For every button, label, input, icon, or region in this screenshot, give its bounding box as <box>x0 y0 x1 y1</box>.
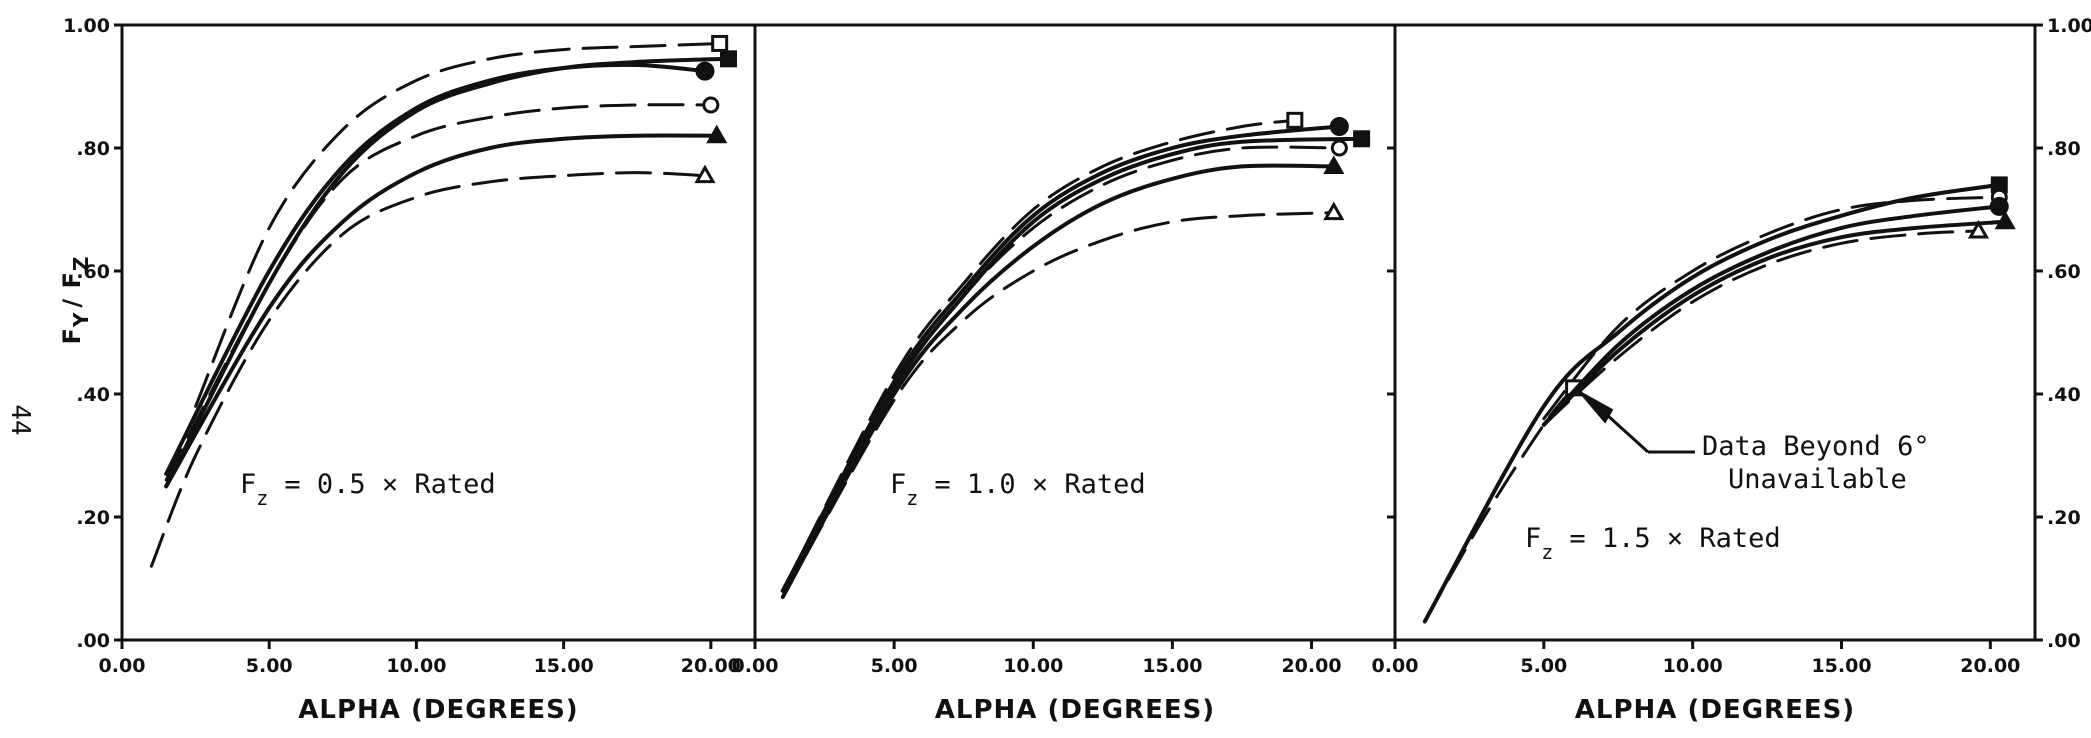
x-tick-label: 20.00 <box>1960 655 2020 677</box>
panel-label-sub: z <box>256 486 268 510</box>
x-tick-label: 10.00 <box>1003 655 1063 677</box>
marker-square-open <box>711 34 729 52</box>
marker-square-open <box>1286 111 1304 129</box>
x-axis-title: ALPHA (DEGREES) <box>1575 695 1855 725</box>
x-tick-label: 15.00 <box>534 655 594 677</box>
marker-triangle-filled <box>1323 155 1345 174</box>
y-axis-title-sub-y: Y <box>69 312 93 328</box>
marker-circle-filled <box>1329 116 1349 136</box>
series-line-circle-filled <box>1541 204 2002 427</box>
panel-label-rest: = 0.5 × Rated <box>284 469 495 500</box>
x-tick-label: 0.00 <box>732 655 779 677</box>
y-tick-label: 1.00 <box>2047 15 2091 37</box>
chart-panel-2: 0.00 5.00 10.00 15.00 20.00 ALPHA (DEGREES) Fz… <box>732 23 1397 725</box>
series-line-triangle-filled <box>780 163 1336 599</box>
marker-triangle-filled <box>1994 210 2016 230</box>
series-line-triangle-filled <box>1541 219 2008 427</box>
series-line-triangle-open <box>149 171 707 568</box>
y-tick-label: .40 <box>76 384 110 406</box>
x-tick-label: 10.00 <box>386 655 446 677</box>
x-tick-label: 5.00 <box>246 655 293 677</box>
panel-label: Fz = 1.5 × Rated <box>1525 523 1781 564</box>
y-tick-label: 1.00 <box>63 15 110 37</box>
x-tick-label: 5.00 <box>871 655 918 677</box>
y-tick-label: .20 <box>76 507 110 529</box>
y-tick-label: .00 <box>2047 630 2081 652</box>
series-line-square-open <box>194 42 722 408</box>
panel-label-sub: z <box>1541 540 1553 564</box>
series-line-square-filled <box>1422 182 2002 624</box>
panel-label-main: F <box>240 469 256 500</box>
panel-label-main: F <box>890 469 906 500</box>
x-tick-label: 20.00 <box>681 655 741 677</box>
marker-circle-filled <box>1989 196 2009 216</box>
marker-triangle-filled <box>706 124 728 144</box>
plot-frame <box>120 23 757 642</box>
panel-label-sub: z <box>906 486 918 510</box>
panel-label-rest: = 1.5 × Rated <box>1569 523 1780 554</box>
marker-square-filled <box>720 50 738 68</box>
marker-triangle-open <box>1323 201 1345 221</box>
y-tick-label: .80 <box>76 138 110 160</box>
series-line-square-open <box>1423 386 1576 623</box>
plot-frame <box>1393 23 2037 642</box>
x-tick-label: 10.00 <box>1663 655 1723 677</box>
y-tick-label: .60 <box>2047 261 2081 283</box>
y-tick-label: .60 <box>76 261 110 283</box>
marker-circle-open <box>1330 139 1348 157</box>
x-axis-title: ALPHA (DEGREES) <box>935 695 1215 725</box>
marker-circle-filled <box>695 61 715 81</box>
marker-square-filled <box>1353 130 1371 148</box>
series-line-square-filled <box>780 136 1364 593</box>
series-line-triangle-open <box>1542 229 1980 427</box>
series-line-triangle-open <box>781 211 1336 599</box>
y-tick-label: .80 <box>2047 138 2081 160</box>
chart-panel-1: 0.00 5.00 10.00 15.00 20.00 .00 .20 .40 .60 .80 1.… <box>63 15 757 725</box>
series-line-triangle-filled <box>164 133 719 489</box>
marker-triangle-open <box>1967 220 1990 239</box>
y-tick-label: .00 <box>76 630 110 652</box>
series-line-square-filled <box>164 56 731 489</box>
y-tick-label: .20 <box>2047 507 2081 529</box>
x-tick-label: 15.00 <box>1142 655 1202 677</box>
panel-label-rest: = 1.0 × Rated <box>934 469 1145 500</box>
series-line-circle-filled <box>780 124 1342 593</box>
annotation-line-2: Unavailable <box>1728 464 1907 495</box>
panel-label: Fz = 0.5 × Rated <box>240 469 496 510</box>
y-axis-title-main: F <box>58 327 86 344</box>
panel-label: Fz = 1.0 × Rated <box>890 469 1146 510</box>
chart-panels: 0.00 5.00 10.00 15.00 20.00 .00 .20 .40 .60 .80 1.… <box>63 15 2091 725</box>
marker-triangle-open <box>694 164 716 184</box>
y-axis-title: FY / FZ <box>58 256 93 345</box>
series-line-circle-open <box>164 103 713 482</box>
series-line-circle-filled <box>164 62 707 476</box>
y-axis-title-sub-z: Z <box>69 256 93 272</box>
x-tick-label: 0.00 <box>1372 655 1419 677</box>
series-line-square-open <box>781 118 1297 593</box>
annotation-line-1: Data Beyond 6° <box>1702 431 1930 462</box>
annotation-arrow <box>1578 390 1614 424</box>
x-axis-title: ALPHA (DEGREES) <box>298 695 578 725</box>
annotation-leader-line <box>1606 414 1650 454</box>
y-tick-label: .40 <box>2047 384 2081 406</box>
x-tick-label: 5.00 <box>1520 655 1567 677</box>
x-tick-label: 20.00 <box>1281 655 1341 677</box>
chart-panel-3: 0.00 5.00 10.00 15.00 20.00 .00 .20 .40 .60 .80 1.… <box>1372 15 2091 725</box>
page-number: 44 <box>5 404 35 435</box>
x-tick-label: 0.00 <box>99 655 146 677</box>
x-tick-label: 15.00 <box>1811 655 1871 677</box>
marker-circle-open <box>702 96 720 114</box>
y-axis-title-sep: / F <box>58 271 86 308</box>
panel-label-main: F <box>1525 523 1541 554</box>
series-line-circle-open <box>1542 195 2001 421</box>
series-line-circle-open <box>781 145 1341 593</box>
